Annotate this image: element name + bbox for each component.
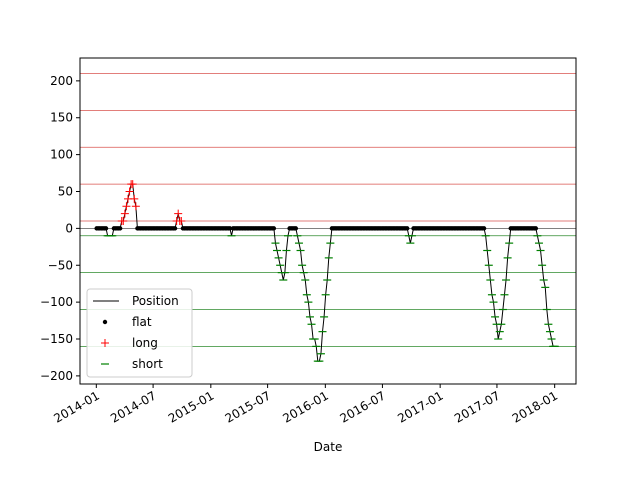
- flat-point-6: [103, 226, 109, 231]
- flat-point-247: [481, 226, 487, 231]
- markers: [94, 180, 559, 362]
- legend-label-long: long: [132, 336, 158, 350]
- y-tick-label-5: 50: [58, 184, 73, 198]
- flat-point-198: [405, 226, 410, 231]
- x-axis-title: Date: [314, 440, 343, 454]
- long-point-52: [174, 209, 183, 218]
- y-tick-label-3: −50: [48, 258, 73, 272]
- long-point-23: [128, 180, 137, 189]
- y-tick-label-4: 0: [65, 221, 73, 235]
- long-point-54: [177, 217, 186, 225]
- y-tick-label-0: −200: [40, 369, 73, 383]
- long-point-18: [120, 209, 129, 218]
- legend-label-flat: flat: [132, 315, 152, 329]
- legend-label-position: Position: [132, 294, 179, 308]
- y-tick-label-7: 150: [50, 111, 73, 125]
- y-tick-label-6: 100: [50, 148, 73, 162]
- flat-point-127: [293, 226, 299, 231]
- flat-point-113: [271, 226, 277, 231]
- flat-point-280: [533, 226, 539, 231]
- flat-point-50: [172, 226, 178, 231]
- long-point-17: [119, 217, 128, 225]
- legend: Position flat long short: [86, 288, 193, 378]
- y-tick-label-8: 200: [50, 74, 73, 88]
- long-point-24: [130, 194, 139, 203]
- flat-point-85: [227, 226, 233, 231]
- plot-frame: [79, 57, 577, 385]
- legend-swatch-flat: [102, 319, 108, 325]
- y-tick-label-1: −150: [40, 332, 73, 346]
- legend-swatch-long: [101, 339, 109, 347]
- flat-point-15: [117, 226, 123, 231]
- y-axis: −200 −150 −100 −50 0 50 100 150 200: [40, 74, 80, 383]
- legend-box: [86, 288, 193, 378]
- long-point-21: [125, 187, 134, 196]
- legend-label-short: short: [132, 357, 163, 371]
- y-tick-label-2: −100: [40, 295, 73, 309]
- long-point-25: [131, 202, 140, 211]
- long-point-19: [122, 202, 131, 211]
